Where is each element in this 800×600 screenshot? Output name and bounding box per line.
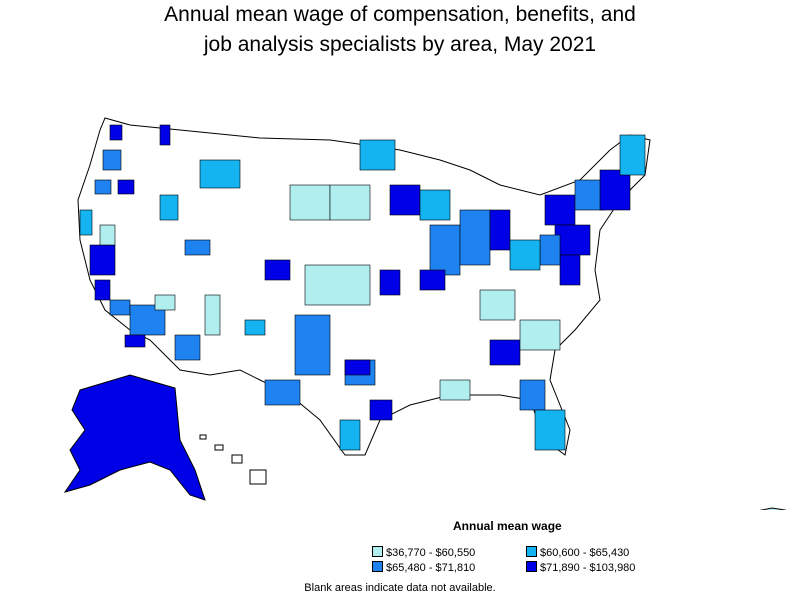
legend-swatch-4 xyxy=(526,561,537,572)
legend-label-3: $65,480 - $71,810 xyxy=(386,562,476,574)
legend-item-3: $65,480 - $71,810 xyxy=(372,561,475,574)
title-line-1: Annual mean wage of compensation, benefi… xyxy=(164,3,636,26)
map-title: Annual mean wage of compensation, benefi… xyxy=(0,0,800,60)
wage-areas xyxy=(79,124,646,451)
title-line-2: job analysis specialists by area, May 20… xyxy=(203,33,597,56)
us-outline xyxy=(63,117,786,510)
legend-item-1: $36,770 - $60,550 xyxy=(372,546,475,559)
puerto-rico-outline xyxy=(759,507,786,510)
legend-label-2: $60,600 - $65,430 xyxy=(540,547,630,559)
legend-swatch-1 xyxy=(372,546,383,557)
us-area-map xyxy=(63,117,786,510)
legend-item-4: $71,890 - $103,980 xyxy=(526,561,635,574)
alaska-outline xyxy=(63,374,206,501)
data-availability-note: Blank areas indicate data not available. xyxy=(304,582,496,594)
legend-title: Annual mean wage xyxy=(453,519,562,533)
legend-label-4: $71,890 - $103,980 xyxy=(540,562,636,574)
legend-swatch-3 xyxy=(372,561,383,572)
hawaii-islands xyxy=(199,434,267,485)
legend-swatch-2 xyxy=(526,546,537,557)
legend-item-2: $60,600 - $65,430 xyxy=(526,546,629,559)
legend-label-1: $36,770 - $60,550 xyxy=(386,547,476,559)
